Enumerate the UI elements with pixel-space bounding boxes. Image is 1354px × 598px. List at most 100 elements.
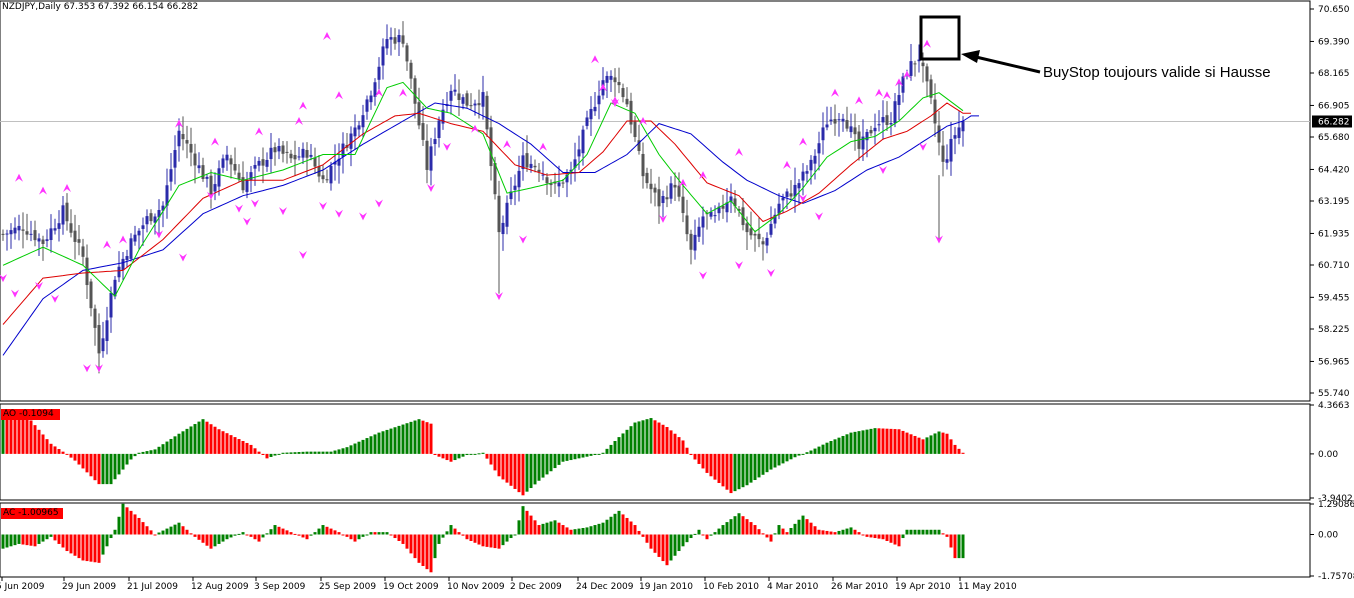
- ao-bar: [177, 433, 181, 454]
- candle-body: [121, 258, 125, 271]
- ao-bar: [117, 453, 121, 475]
- ac-bar: [93, 534, 97, 563]
- candle-body: [649, 183, 653, 190]
- x-tick-label: 26 Mar 2010: [831, 582, 888, 592]
- ac-bar: [961, 534, 965, 559]
- candle-body: [637, 140, 641, 152]
- ac-bar: [17, 534, 21, 544]
- candle-body: [73, 230, 77, 242]
- ac-bar: [109, 534, 113, 539]
- ao-bar: [873, 428, 877, 454]
- candle-body: [557, 182, 561, 187]
- candle-body: [45, 239, 49, 242]
- ao-bar: [581, 453, 585, 458]
- ac-bar: [293, 533, 297, 535]
- chart-frames: [0, 0, 1311, 578]
- fractal-up-marker: [591, 55, 599, 64]
- candle-body: [901, 76, 905, 93]
- ao-bar: [365, 438, 369, 454]
- fractal-down-marker: [443, 142, 451, 151]
- candle-body: [337, 158, 341, 166]
- ao-bar: [397, 425, 401, 454]
- fractal-up-marker: [831, 88, 839, 97]
- ao-bar: [429, 423, 433, 454]
- candle-body: [713, 215, 717, 217]
- fractal-up-marker: [735, 147, 743, 156]
- ao-bar: [569, 453, 573, 461]
- ao-bar: [65, 453, 69, 455]
- fractal-up-marker: [295, 117, 303, 126]
- ac-bar: [625, 517, 629, 535]
- ma-fast-line: [2, 81, 964, 298]
- fractal-down-marker: [879, 165, 887, 174]
- ac-bar: [509, 534, 513, 539]
- ao-bar: [229, 435, 233, 454]
- ao-bar: [165, 441, 169, 454]
- ac-bar: [693, 533, 697, 535]
- ac-bar: [833, 532, 837, 535]
- highlight-box: [919, 15, 961, 61]
- candle-body: [921, 62, 925, 67]
- fractal-up-marker: [255, 127, 263, 136]
- x-tick-label: 11 May 2010: [958, 582, 1017, 592]
- ac-bar: [261, 534, 265, 538]
- ac-bar: [337, 532, 341, 535]
- candle-body: [613, 77, 617, 83]
- ao-bar: [921, 439, 925, 454]
- ao-bar: [809, 450, 813, 454]
- candle-body: [221, 158, 225, 168]
- annotation-text: BuyStop toujours valide si Hausse: [1043, 64, 1271, 81]
- y-tick-label: 63.195: [1318, 197, 1350, 207]
- candle-body: [297, 156, 301, 158]
- ao-bar: [945, 433, 949, 454]
- ao-bar: [57, 449, 61, 454]
- ao-bar: [153, 449, 157, 454]
- ac-bar: [25, 534, 29, 546]
- ac-y-tick-label: -1.75708: [1318, 572, 1354, 582]
- candle-body: [937, 125, 941, 143]
- ac-bar: [665, 534, 669, 566]
- candle-body: [293, 154, 297, 160]
- ao-bar: [641, 420, 645, 454]
- ac-bar: [325, 526, 329, 535]
- ao-bar: [861, 430, 865, 454]
- ac-bar: [5, 534, 9, 548]
- ao-bar: [281, 452, 285, 454]
- fractal-up-marker: [39, 186, 47, 195]
- ao-bar: [897, 429, 901, 454]
- ac-bar: [545, 522, 549, 535]
- candle-body: [13, 227, 17, 234]
- ao-bar: [813, 448, 817, 454]
- ao-bar: [317, 451, 321, 454]
- ao-bar: [853, 431, 857, 454]
- fractal-down-marker: [251, 199, 259, 208]
- ao-bar: [93, 453, 97, 481]
- ac-bar: [209, 534, 213, 549]
- candle-body: [189, 143, 193, 153]
- candle-body: [29, 233, 33, 235]
- candle-body: [37, 238, 41, 242]
- ao-bar: [729, 453, 733, 494]
- ac-bar: [629, 521, 633, 535]
- candle-body: [137, 230, 141, 236]
- ac-bar: [317, 528, 321, 535]
- candle-body: [69, 223, 73, 233]
- ac-bar: [913, 529, 917, 535]
- candle-body: [161, 205, 165, 211]
- x-tick-label: 4 Mar 2010: [767, 582, 819, 592]
- ao-bar: [49, 443, 53, 454]
- ac-bar: [949, 534, 953, 548]
- ao-bar: [633, 422, 637, 454]
- ao-bar: [73, 453, 77, 461]
- ac-bar: [777, 525, 781, 535]
- ao-bar: [105, 453, 109, 485]
- fractal-down-marker: [359, 212, 367, 221]
- candle-body: [697, 226, 701, 237]
- ac-bar: [101, 534, 105, 555]
- candle-body: [425, 140, 429, 170]
- ao-bar: [521, 453, 525, 496]
- fractal-down-marker: [519, 235, 527, 244]
- ao-bar: [137, 452, 141, 454]
- ac-bar: [437, 534, 441, 544]
